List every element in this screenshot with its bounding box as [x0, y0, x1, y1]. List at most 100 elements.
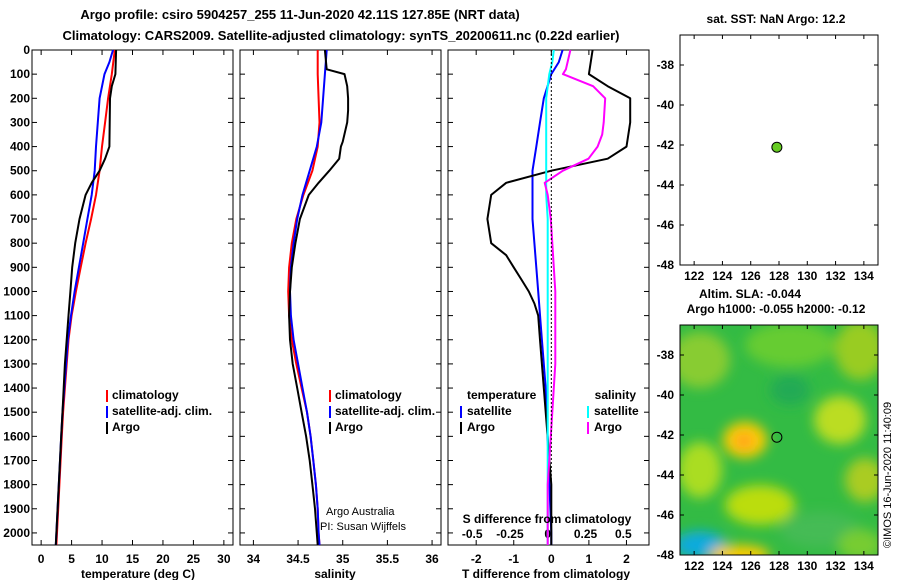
salinity-legend: climatology satellite-adj. clim. Argo [329, 388, 435, 434]
temperature-legend: climatology satellite-adj. clim. Argo [106, 388, 212, 434]
depth-tick-label: 100 [10, 67, 30, 81]
imos-timestamp: ©IMOS 16-Jun-2020 11:40:09 [882, 402, 894, 548]
x-tick-label: 36 [425, 552, 439, 566]
sla-blob [814, 396, 866, 444]
x-tick-label: 0 [548, 552, 555, 566]
x-tick-label: 0 [38, 552, 45, 566]
depth-tick-label: 500 [10, 164, 30, 178]
lon-tick-label: 132 [826, 559, 846, 573]
profile-line-satellite-adj-clim- [289, 49, 328, 546]
lon-tick-label: 124 [712, 269, 732, 283]
difference-top-xlabel: S difference from climatology [463, 512, 632, 526]
temperature-xlabel: temperature (deg C) [81, 567, 195, 580]
depth-tick-label: 800 [10, 236, 30, 250]
x-tick-label: 10 [95, 552, 109, 566]
x-tick-label: 20 [156, 552, 170, 566]
lon-tick-label: 132 [826, 269, 846, 283]
profile-line-argo [54, 49, 118, 546]
lat-tick-label: -48 [657, 548, 675, 562]
lon-tick-label: 134 [854, 269, 874, 283]
profile-line-s-argo [543, 49, 607, 545]
x-tick-label: 5 [68, 552, 75, 566]
legend-salinity-title: salinity [595, 388, 637, 402]
lat-tick-label: -42 [657, 138, 675, 152]
legend-argo-label: Argo [112, 420, 140, 434]
argo-location-marker [771, 431, 783, 443]
lon-tick-label: 122 [684, 269, 704, 283]
pi-name-note: PI: Susan Wijffels [320, 521, 406, 533]
depth-tick-label: 0 [23, 43, 30, 57]
depth-tick-label: 1300 [3, 357, 30, 371]
profile-line-t-argo [486, 49, 632, 545]
x-tick-label: 35 [336, 552, 350, 566]
lon-tick-label: 128 [769, 559, 789, 573]
legend-argo-label: Argo [335, 420, 363, 434]
lon-tick-label: 128 [769, 269, 789, 283]
lat-tick-label: -42 [657, 428, 675, 442]
depth-tick-label: 900 [10, 260, 30, 274]
sla-blob [680, 442, 722, 498]
difference-panel: -2 -1 0 1 2-0.5 -0.25 0 0.25 0.5 [448, 49, 649, 566]
sla-blob [845, 458, 878, 502]
sla-blob [745, 325, 835, 367]
depth-tick-label: 300 [10, 115, 30, 129]
sla-blob [680, 531, 726, 555]
sla-map-panel: 122 124 126 128 130 132 134 -38 -40 -42 -44 -46 -48 [657, 325, 878, 573]
sla-blob [838, 529, 878, 555]
x-tick-label: 30 [217, 552, 231, 566]
depth-tick-label: 1600 [3, 429, 30, 443]
lat-tick-label: -40 [657, 388, 675, 402]
legend-s-argo-label: Argo [594, 420, 622, 434]
salinity-plot-frame [239, 49, 442, 546]
sla-blob [835, 325, 878, 380]
title-line-2: Climatology: CARS2009. Satellite-adjuste… [62, 28, 619, 43]
x-tick-label: 2 [623, 552, 630, 566]
s-diff-tick-label: -0.25 [496, 527, 524, 541]
salinity-xlabel: salinity [314, 567, 356, 580]
sla-heatmap [680, 325, 878, 555]
legend-satellite-label: satellite-adj. clim. [335, 404, 435, 418]
lat-tick-label: -38 [657, 348, 675, 362]
depth-tick-label: 400 [10, 140, 30, 154]
salinity-panel: 34 34.5 35 35.5 36 [240, 49, 441, 566]
lon-tick-label: 134 [854, 559, 874, 573]
depth-tick-label: 2000 [3, 526, 30, 540]
lat-tick-label: -40 [657, 98, 675, 112]
lon-tick-label: 130 [797, 559, 817, 573]
sst-map-title: sat. SST: NaN Argo: 12.2 [707, 12, 846, 26]
legend-t-argo-label: Argo [467, 420, 495, 434]
lon-tick-label: 124 [712, 559, 732, 573]
lon-tick-label: 126 [741, 559, 761, 573]
sla-blob [680, 332, 730, 388]
sla-title-line-1: Altim. SLA: -0.044 [699, 287, 801, 301]
depth-tick-label: 1200 [3, 333, 30, 347]
depth-tick-label: 1000 [3, 284, 30, 298]
lon-tick-label: 126 [741, 269, 761, 283]
s-diff-tick-label: -0.5 [462, 527, 483, 541]
depth-tick-label: 200 [10, 91, 30, 105]
x-tick-label: -1 [508, 552, 519, 566]
legend-climatology-label: climatology [335, 388, 402, 402]
lat-tick-label: -46 [657, 218, 675, 232]
depth-tick-label: 1900 [3, 502, 30, 516]
sla-blob [770, 375, 810, 405]
legend-satellite-label: satellite-adj. clim. [112, 404, 212, 418]
sla-blob [710, 545, 770, 555]
sla-title-line-2: Argo h1000: -0.055 h2000: -0.12 [687, 302, 866, 316]
x-tick-label: 1 [586, 552, 593, 566]
depth-tick-label: 1400 [3, 381, 30, 395]
lat-tick-label: -44 [657, 468, 675, 482]
s-diff-tick-label: 0.5 [615, 527, 632, 541]
depth-tick-label: 1500 [3, 405, 30, 419]
argo-location-marker [771, 141, 783, 153]
s-diff-tick-label: 0.25 [574, 527, 598, 541]
x-tick-label: 35.5 [376, 552, 400, 566]
depth-tick-label: 600 [10, 188, 30, 202]
lat-tick-label: -46 [657, 508, 675, 522]
temperature-panel: 0100200300400500600700800900100011001200… [3, 43, 233, 566]
difference-xlabel: T difference from climatology [462, 567, 630, 580]
legend-t-satellite-label: satellite [467, 404, 512, 418]
depth-tick-label: 1700 [3, 453, 30, 467]
depth-tick-label: 700 [10, 212, 30, 226]
